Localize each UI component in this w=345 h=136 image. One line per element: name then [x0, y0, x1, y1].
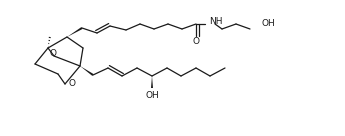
Text: O: O [49, 49, 57, 58]
Text: O: O [193, 38, 199, 47]
Text: OH: OH [261, 19, 275, 29]
Text: O: O [69, 78, 76, 87]
Text: NH: NH [209, 18, 223, 27]
Polygon shape [67, 27, 82, 37]
Text: OH: OH [145, 90, 159, 100]
Polygon shape [80, 66, 93, 76]
Polygon shape [151, 76, 153, 88]
